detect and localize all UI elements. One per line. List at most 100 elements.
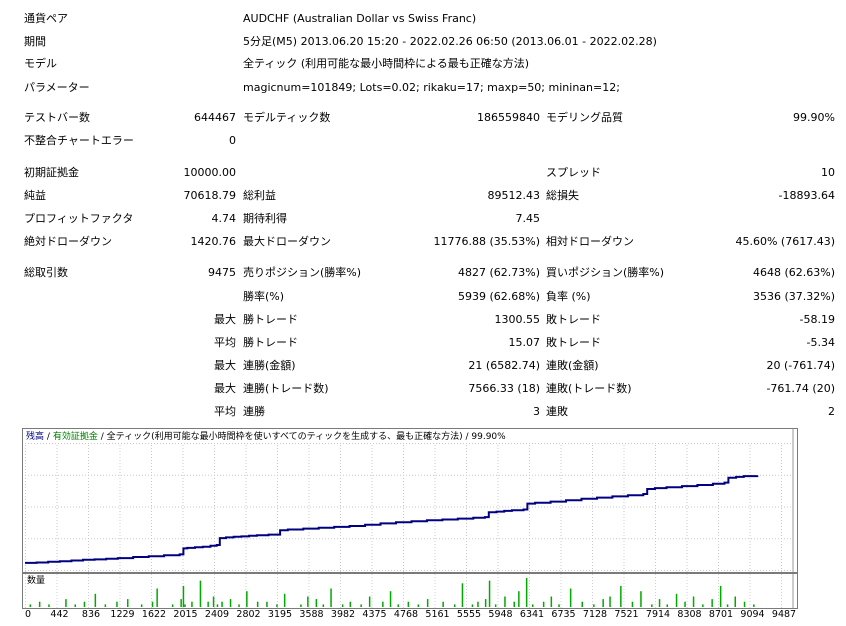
expected-payoff-label: 期待利得 xyxy=(243,212,287,225)
volume-bar xyxy=(48,604,50,607)
gross-loss-label: 総損失 xyxy=(546,189,579,202)
volume-chart: 数量 xyxy=(22,573,798,609)
volume-bar xyxy=(341,604,344,607)
volume-bar xyxy=(256,601,259,607)
avg-cons-win-value: 3 xyxy=(533,405,540,418)
volume-bar xyxy=(753,604,755,607)
volume-bar xyxy=(83,601,86,607)
model-value: 全ティック (利用可能な最小時間枠による最も正確な方法) xyxy=(243,57,530,70)
volume-bar xyxy=(283,593,286,607)
abs-drawdown-label: 絶対ドローダウン xyxy=(24,235,112,248)
x-tick-label: 3588 xyxy=(299,609,324,620)
volume-bar xyxy=(389,591,392,607)
x-tick-label: 5555 xyxy=(456,609,482,620)
volume-bar xyxy=(229,599,232,607)
legend-separator-2: / xyxy=(100,432,104,442)
x-tick-label: 442 xyxy=(50,609,69,620)
volume-bar xyxy=(127,599,129,607)
volume-bar xyxy=(216,604,219,607)
bars-label: テストバー数 xyxy=(24,111,90,124)
volume-bar xyxy=(426,599,429,607)
volume-bar xyxy=(602,599,604,607)
bars-value: 644467 xyxy=(194,111,236,124)
total-trades-value: 9475 xyxy=(208,266,236,279)
volume-bar xyxy=(702,604,704,607)
chart-legend: 残高 / 有効証拠金 / 全ティック(利用可能な最小時間枠を使いすべてのティック… xyxy=(26,432,506,443)
rel-drawdown-label: 相対ドローダウン xyxy=(546,235,634,248)
volume-bar xyxy=(221,601,223,607)
volume-bar xyxy=(504,596,506,607)
avg-cons-prefix: 平均 xyxy=(214,405,236,418)
largest-loss-label: 敗トレード xyxy=(546,313,601,326)
volume-bar xyxy=(199,580,202,607)
rel-drawdown-value: 45.60% (7617.43) xyxy=(735,235,835,248)
volume-bar xyxy=(65,599,67,607)
x-tick-label: 2802 xyxy=(236,609,261,620)
volume-bar xyxy=(525,578,528,607)
volume-bar xyxy=(675,593,678,607)
volume-label: 数量 xyxy=(27,576,46,586)
volume-bar xyxy=(461,583,464,607)
max-cons-loss-money-label: 連敗(金額) xyxy=(546,359,599,372)
ticks-label: モデルティック数 xyxy=(243,111,331,124)
legend-quality: 99.90% xyxy=(471,432,506,442)
x-tick-label: 5161 xyxy=(425,609,450,620)
mismatch-value: 0 xyxy=(229,134,236,147)
volume-bar xyxy=(171,604,174,607)
max-cons-count-prefix: 最大 xyxy=(214,382,236,395)
volume-bar xyxy=(558,604,560,607)
max-drawdown-value: 11776.88 (35.53%) xyxy=(433,235,540,248)
quality-value: 99.90% xyxy=(793,111,835,124)
volume-bar xyxy=(207,601,209,607)
legend-equity: 有効証拠金 xyxy=(52,432,98,442)
x-tick-label: 836 xyxy=(81,609,101,620)
volume-bar xyxy=(518,591,520,607)
volume-bar xyxy=(471,604,474,607)
legend-balance: 残高 xyxy=(26,432,45,442)
volume-bar xyxy=(74,604,76,607)
max-cons-loss-count-value: -761.74 (20) xyxy=(766,382,835,395)
largest-win-value: 1300.55 xyxy=(494,313,541,326)
deposit-label: 初期証拠金 xyxy=(24,166,79,179)
gross-profit-label: 総利益 xyxy=(243,189,276,202)
volume-chart-svg xyxy=(25,574,794,608)
spread-label: スプレッド xyxy=(546,166,601,179)
x-tick-label: 6341 xyxy=(519,609,545,620)
volume-bar xyxy=(542,601,545,607)
x-tick-label: 4375 xyxy=(362,609,387,620)
volume-bar xyxy=(368,596,371,607)
volume-bar xyxy=(726,604,729,607)
x-tick-label: 8701 xyxy=(708,609,734,620)
x-tick-label: 0 xyxy=(24,609,32,620)
volume-bar xyxy=(315,599,318,607)
avg-win-label: 勝トレード xyxy=(243,336,298,349)
volume-bar xyxy=(276,604,278,607)
total-trades-label: 総取引数 xyxy=(24,266,68,279)
legend-separator-1: / xyxy=(46,432,50,442)
volume-bar xyxy=(684,601,686,607)
abs-drawdown-value: 1420.76 xyxy=(190,235,237,248)
volume-bar xyxy=(488,580,491,607)
volume-bar xyxy=(104,604,107,607)
x-tick-label: 6735 xyxy=(551,609,576,620)
volume-bar xyxy=(266,601,268,607)
net-profit-label: 純益 xyxy=(24,189,46,202)
volume-bar xyxy=(494,604,497,607)
max-cons-prefix: 最大 xyxy=(214,359,236,372)
volume-bar xyxy=(651,604,653,607)
x-tick-label: 9487 xyxy=(771,609,797,620)
period-label: 期間 xyxy=(24,35,46,48)
avg-win-value: 15.07 xyxy=(508,336,541,349)
period-value: 5分足(M5) 2013.06.20 15:20 - 2022.02.26 06… xyxy=(243,35,657,48)
volume-bar xyxy=(322,604,325,607)
volume-bar xyxy=(382,601,384,607)
avg-loss-value: -5.34 xyxy=(806,336,835,349)
volume-bar xyxy=(550,596,553,607)
x-tick-label: 9094 xyxy=(740,609,765,620)
volume-bar xyxy=(191,601,193,607)
mismatch-label: 不整合チャートエラー xyxy=(24,134,134,147)
volume-bar xyxy=(593,604,595,607)
avg-cons-loss-label: 連敗 xyxy=(546,405,568,418)
profit-factor-value: 4.74 xyxy=(211,212,237,225)
volume-bar xyxy=(238,604,240,607)
